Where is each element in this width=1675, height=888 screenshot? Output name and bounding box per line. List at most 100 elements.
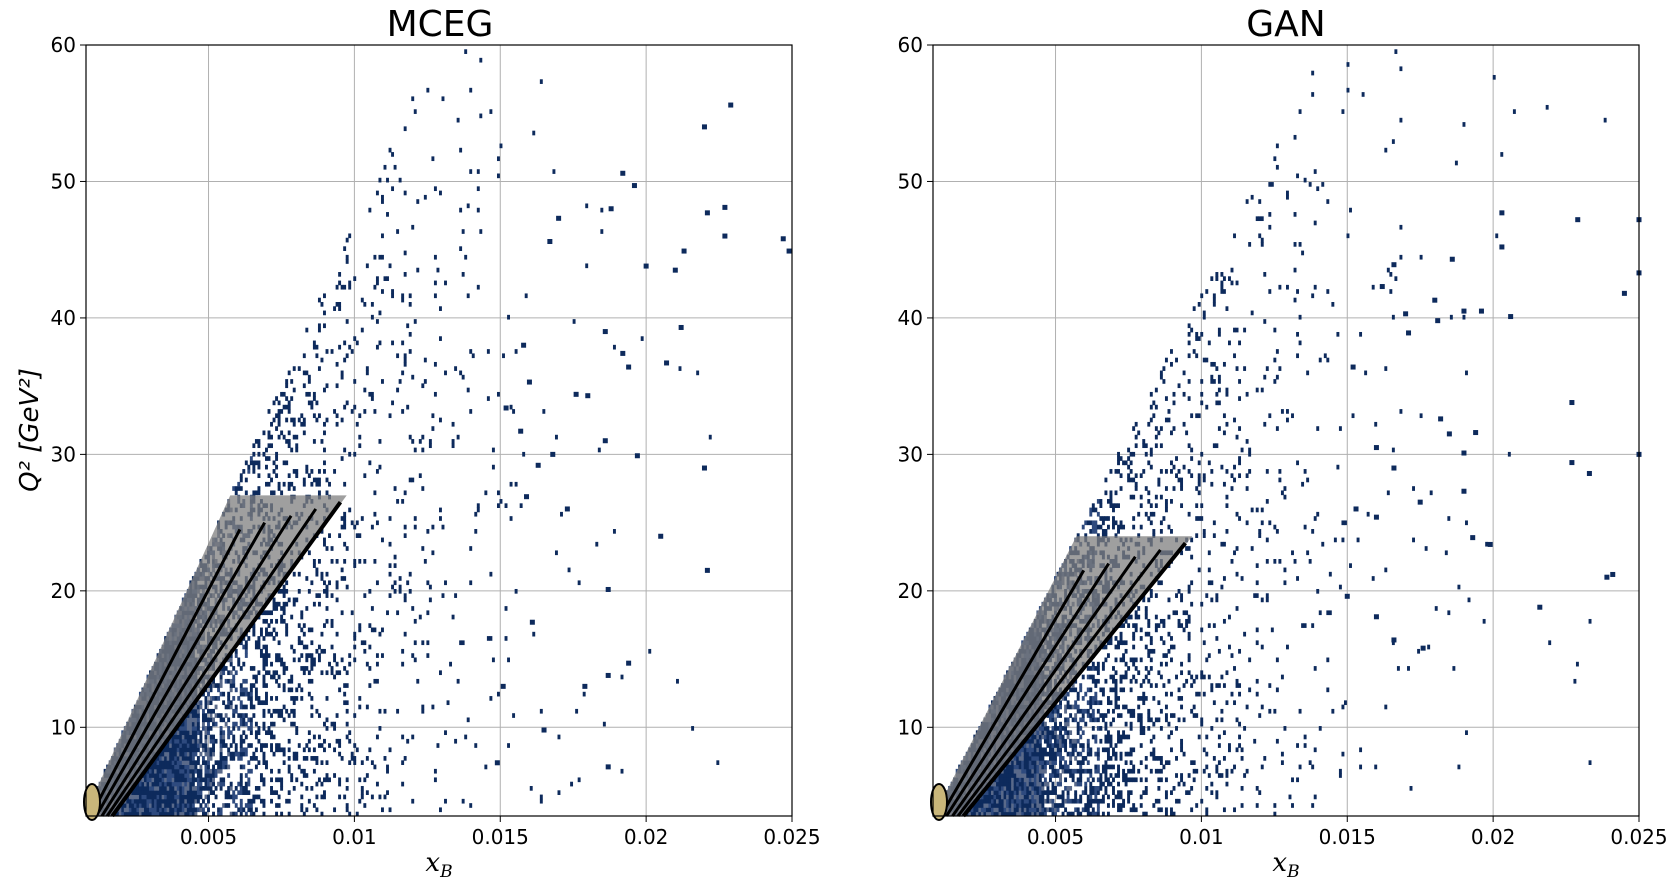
density-cell <box>181 738 185 744</box>
density-cell <box>282 481 286 487</box>
density-cell <box>459 370 463 376</box>
density-cell <box>993 794 997 800</box>
density-cell <box>305 807 309 813</box>
density-cell <box>411 96 415 102</box>
density-cell <box>282 460 286 466</box>
density-cell <box>1043 726 1047 731</box>
density-cell <box>1008 786 1012 791</box>
density-cell <box>151 777 155 783</box>
density-cell <box>1023 747 1027 753</box>
density-cell <box>335 559 339 564</box>
density-cell <box>176 777 180 783</box>
density-cell <box>1021 768 1025 774</box>
contour-core <box>83 783 101 821</box>
density-cell <box>290 644 294 650</box>
density-cell <box>249 456 253 461</box>
data-point <box>564 506 570 512</box>
density-cell <box>980 794 984 800</box>
density-cell <box>1084 768 1088 774</box>
density-cell <box>254 696 258 701</box>
density-cell <box>600 207 604 213</box>
density-cell <box>184 781 188 787</box>
density-cell <box>312 768 316 774</box>
density-cell <box>1003 811 1007 817</box>
density-cell <box>186 751 190 757</box>
density-cell <box>433 293 437 299</box>
density-cell <box>234 486 238 491</box>
density-cell <box>983 803 987 808</box>
density-cell <box>287 443 291 449</box>
density-cell <box>285 588 289 594</box>
density-cell <box>996 811 999 817</box>
density-cell <box>988 794 992 800</box>
density-cell <box>1003 807 1007 813</box>
density-cell <box>1031 756 1035 761</box>
density-cell <box>249 756 253 761</box>
density-cell <box>1054 734 1057 740</box>
density-cell <box>368 644 372 650</box>
density-cell <box>1054 756 1057 761</box>
density-cell <box>396 499 400 504</box>
density-cell <box>1018 790 1022 795</box>
x-tick-label: 0.01 <box>332 825 377 849</box>
density-cell <box>381 379 384 384</box>
density-cell <box>993 803 997 808</box>
density-cell <box>143 798 147 804</box>
density-cell <box>295 687 299 693</box>
density-cell <box>315 400 319 406</box>
density-cell <box>990 790 994 795</box>
density-cell <box>1076 807 1080 813</box>
density-cell <box>239 713 243 718</box>
density-cell <box>1059 773 1062 778</box>
density-cell <box>146 807 150 813</box>
density-cell <box>169 756 173 761</box>
density-cell <box>325 618 329 624</box>
density-cell <box>998 803 1002 808</box>
density-cell <box>300 768 304 774</box>
density-cell <box>272 670 276 676</box>
density-cell <box>323 323 326 329</box>
density-cell <box>1031 803 1035 808</box>
density-cell <box>292 756 296 761</box>
density-cell <box>227 773 231 778</box>
density-cell <box>242 730 246 736</box>
density-cell <box>204 726 208 731</box>
density-cell <box>227 678 231 684</box>
density-cell <box>1041 781 1045 787</box>
density-cell <box>219 807 223 813</box>
density-cell <box>292 469 296 474</box>
density-cell <box>1041 768 1045 774</box>
density-cell <box>345 708 349 714</box>
density-cell <box>191 786 195 791</box>
density-cell <box>222 670 226 676</box>
data-point <box>524 494 530 500</box>
density-cell <box>1051 751 1055 757</box>
density-cell <box>1011 781 1015 787</box>
density-cell <box>204 786 208 791</box>
density-cell <box>1074 747 1078 753</box>
density-cell <box>539 79 543 84</box>
density-cell <box>312 559 316 564</box>
density-cell <box>365 370 369 376</box>
density-cell <box>123 811 127 817</box>
density-cell <box>406 580 410 586</box>
density-cell <box>136 790 140 795</box>
density-cell <box>338 781 342 787</box>
density-cell <box>287 738 291 744</box>
data-point <box>620 350 626 356</box>
density-cell <box>1041 726 1045 731</box>
density-cell <box>350 751 354 757</box>
density-cell <box>201 811 205 817</box>
density-cell <box>151 764 155 770</box>
density-cell <box>239 777 243 783</box>
density-cell <box>439 807 442 813</box>
density-cell <box>1036 781 1040 787</box>
density-cell <box>252 443 256 449</box>
density-cell <box>1026 760 1030 765</box>
density-cell <box>300 627 304 633</box>
density-cell <box>413 516 417 521</box>
density-cell <box>1011 760 1015 765</box>
density-cell <box>353 524 357 530</box>
density-cell <box>217 713 221 718</box>
